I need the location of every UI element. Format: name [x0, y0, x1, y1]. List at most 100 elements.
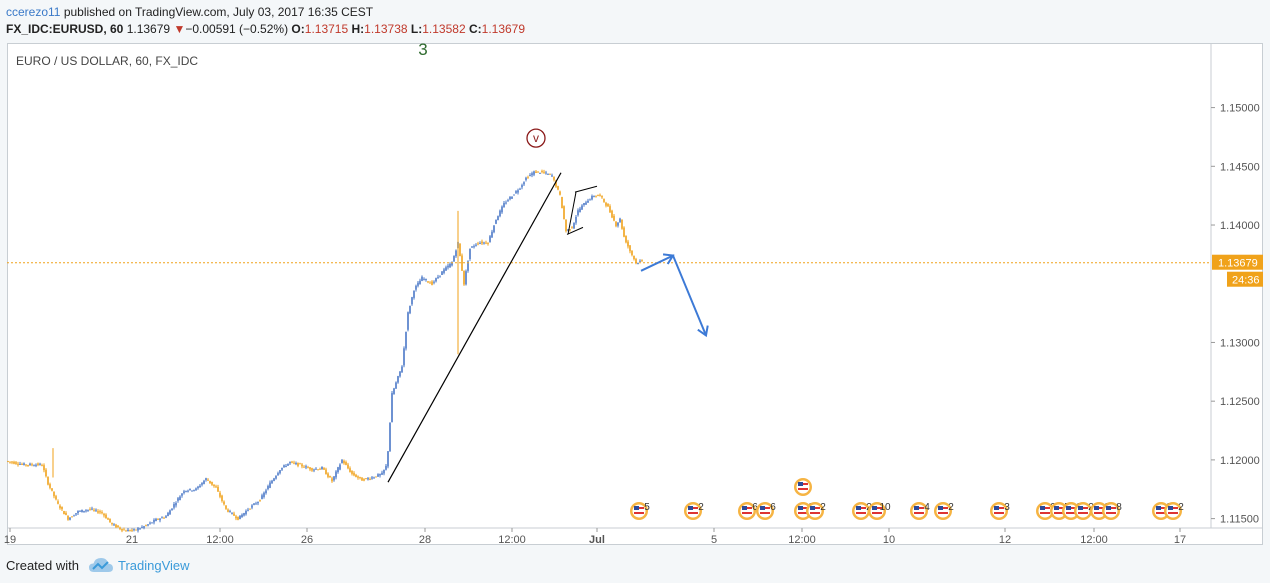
event-flag-icon[interactable]: 3: [990, 502, 1010, 520]
channel-line: [574, 185, 598, 193]
candle-body: [17, 463, 19, 465]
candle-body: [389, 422, 391, 452]
x-tick-label: 10: [883, 534, 895, 546]
event-flag-stripe: [1168, 512, 1178, 514]
candle-body: [549, 173, 551, 175]
candle-body: [93, 509, 95, 511]
candle-body: [405, 331, 407, 349]
event-flag-icon[interactable]: 10: [868, 502, 891, 520]
candle-body: [307, 467, 309, 469]
candle-body: [633, 255, 635, 260]
event-flag-icon[interactable]: 8: [1102, 502, 1122, 520]
event-flag-icon[interactable]: 2: [934, 502, 954, 520]
candle-body: [285, 465, 287, 467]
candle-body: [25, 464, 27, 466]
footer: Created with TradingView: [0, 552, 1270, 583]
tradingview-brand[interactable]: TradingView: [118, 558, 190, 573]
candle-body: [441, 271, 443, 275]
time-axis[interactable]: 19 21 12:00 26 28 12:00 Jul 5 12:00 10 12 12:00 17: [4, 528, 1186, 546]
projection-path: [640, 254, 707, 336]
candle-body: [65, 512, 67, 515]
event-flag-stripe: [994, 512, 1004, 514]
event-count-label: 4: [924, 502, 930, 513]
candle-body: [353, 472, 355, 476]
candle-body: [213, 484, 215, 487]
candle-body: [147, 524, 149, 526]
candle-body: [299, 463, 301, 465]
drawings[interactable]: 3v: [7, 40, 1211, 483]
candle-body: [11, 461, 13, 463]
candle-body: [145, 525, 147, 527]
candle-body: [251, 505, 253, 508]
countdown-label: 24:36: [1232, 275, 1260, 287]
candle-body: [577, 210, 579, 216]
candle-body: [101, 512, 103, 514]
publish-line: ccerezo11 published on TradingView.com, …: [6, 5, 373, 19]
candle-body: [295, 463, 297, 465]
candle-body: [33, 465, 35, 467]
event-flag-canton: [1168, 506, 1173, 510]
candle-body: [573, 222, 575, 229]
event-flag-stripe: [1094, 512, 1104, 514]
candle-body: [37, 463, 39, 466]
event-flag-icon[interactable]: [794, 478, 812, 496]
event-flag-stripe: [634, 512, 644, 514]
candle-body: [83, 510, 85, 512]
candle-body: [477, 243, 479, 245]
x-tick-label: 12:00: [788, 534, 816, 546]
candle-body: [497, 216, 499, 221]
candle-body: [273, 478, 275, 481]
candle-body: [165, 516, 167, 518]
event-flag-icon[interactable]: 2: [684, 502, 704, 520]
candle-body: [15, 462, 17, 464]
candle-body: [201, 483, 203, 485]
event-flag-canton: [688, 506, 693, 510]
candle-body: [537, 171, 539, 173]
candle-body: [259, 500, 261, 502]
candle-body: [173, 504, 175, 508]
low-value: 1.13582: [422, 22, 466, 36]
event-flag-icon[interactable]: 6: [756, 502, 776, 520]
candle-body: [479, 242, 481, 244]
candle-body: [81, 509, 83, 513]
candle-body: [359, 476, 361, 478]
event-markers[interactable]: 52662221042325222822: [630, 478, 1184, 520]
candle-body: [519, 188, 521, 190]
candle-body: [641, 260, 643, 262]
candle-body: [233, 513, 235, 516]
candle-body: [449, 263, 451, 268]
event-flag-icon[interactable]: 2: [806, 502, 826, 520]
candle-body: [331, 478, 333, 482]
candle-body: [627, 241, 629, 247]
candle-body: [61, 506, 63, 510]
event-flag-icon[interactable]: 6: [738, 502, 758, 520]
event-flag-icon[interactable]: 2: [1164, 502, 1184, 520]
event-flag-icon[interactable]: 2: [1152, 502, 1172, 520]
event-flag-canton: [1066, 506, 1071, 510]
low-label: L:: [410, 22, 423, 36]
tradingview-cloud-icon[interactable]: [88, 556, 114, 576]
published-text: published on TradingView.com, July 03, 2…: [63, 5, 374, 19]
event-flag-icon[interactable]: 5: [630, 502, 650, 520]
candle-body: [593, 196, 595, 198]
author-link[interactable]: ccerezo11: [6, 5, 61, 19]
candle-body: [151, 522, 153, 524]
price-axis[interactable]: 1.15000 1.14500 1.14000 1.13000 1.12500 1.120…: [1211, 103, 1260, 526]
candle-body: [229, 511, 231, 513]
candle-body: [467, 261, 469, 271]
candle-body: [115, 524, 117, 528]
candle-body: [523, 182, 525, 185]
candle-body: [349, 468, 351, 472]
candle-body: [431, 281, 433, 285]
candle-body: [135, 529, 137, 531]
candle-body: [247, 509, 249, 511]
event-flag-icon[interactable]: 4: [910, 502, 930, 520]
candle-body: [397, 376, 399, 383]
candle-body: [245, 510, 247, 515]
candle-body: [293, 462, 295, 464]
event-flag-canton: [798, 506, 803, 510]
candle-body: [383, 469, 385, 474]
candle-body: [207, 479, 209, 481]
candle-body: [7, 461, 9, 463]
